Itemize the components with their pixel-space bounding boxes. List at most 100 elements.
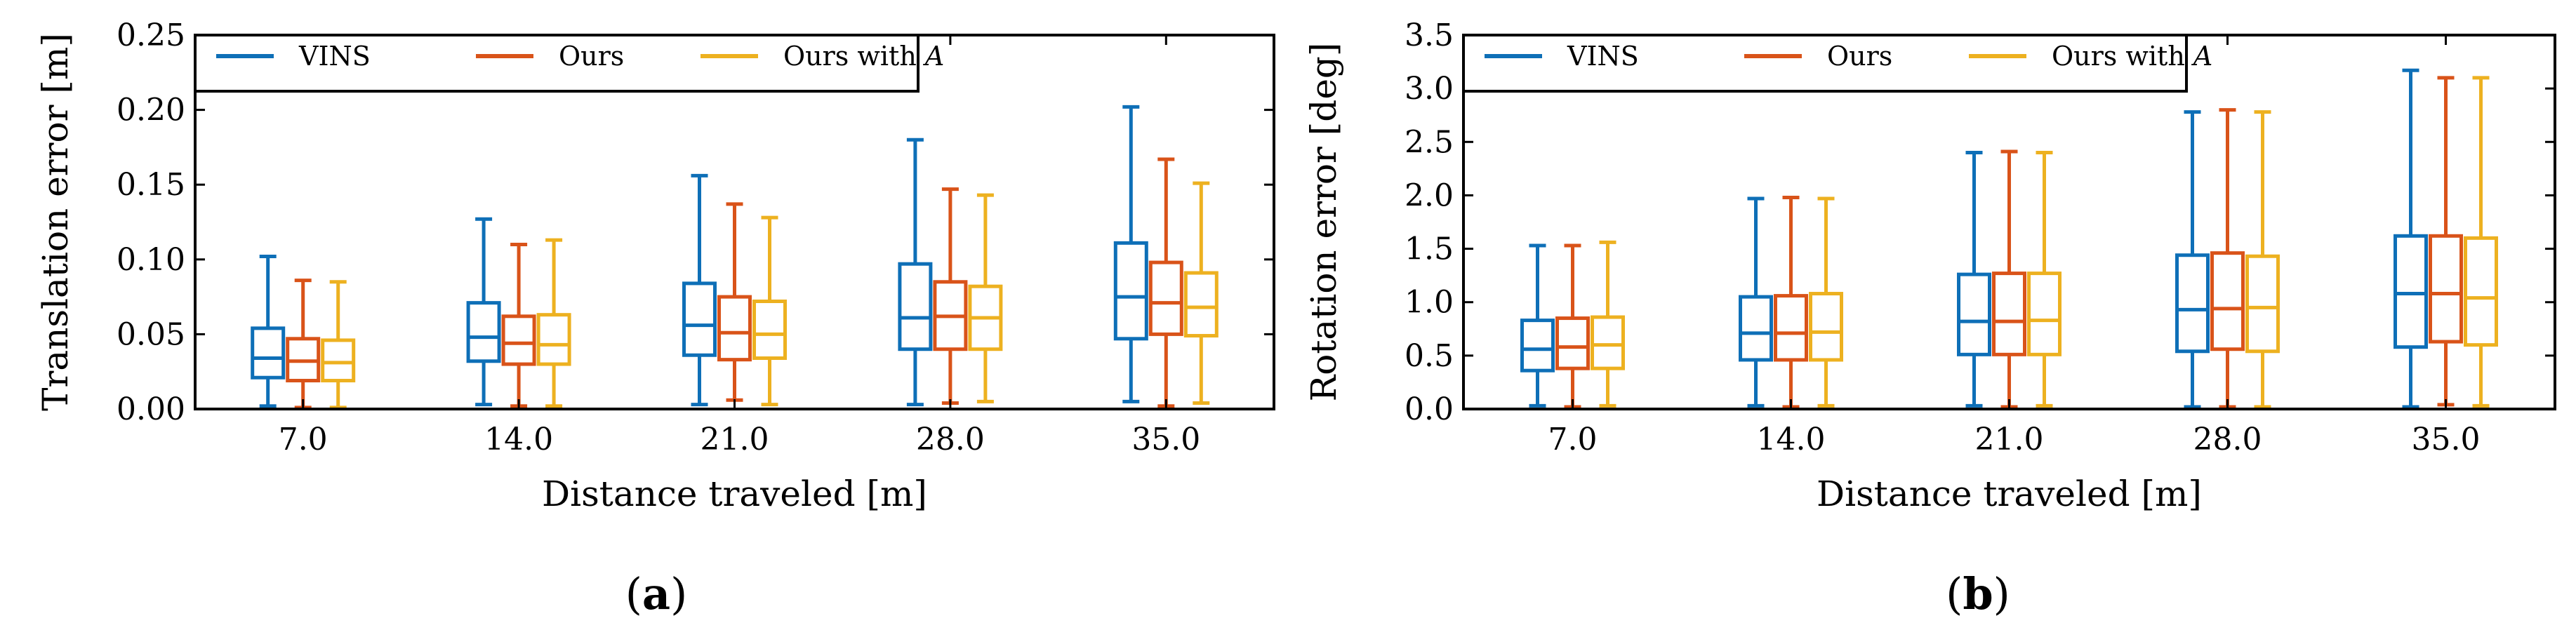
legend-label: Ours with A [2052, 41, 2212, 72]
panel-a-box-1-0 [286, 279, 321, 410]
legend-label-text: VINS [298, 41, 371, 72]
box-iqr [1148, 260, 1183, 336]
panel-b-box-1-2 [1992, 149, 2026, 409]
box-iqr [1957, 272, 1991, 356]
box-iqr [2429, 234, 2463, 344]
panel-a-box-0-0 [251, 255, 286, 408]
x-tick-label: 28.0 [916, 422, 985, 457]
y-tick-label: 2.0 [1405, 177, 1454, 213]
panel-b-box-0-1 [1739, 196, 1773, 408]
box-iqr [2394, 234, 2428, 349]
legend-label: VINS [298, 41, 371, 72]
legend-box [194, 34, 919, 93]
legend-label-italic: A [923, 41, 944, 72]
y-tick-label: 1.0 [1405, 285, 1454, 321]
box-iqr [682, 281, 717, 357]
box-iqr [251, 326, 286, 380]
box-iqr [2464, 236, 2498, 347]
y-tick-label: 0.00 [117, 391, 185, 427]
box-iqr [2210, 251, 2245, 351]
box-iqr [1183, 271, 1219, 338]
panel-caption: (b) [1946, 568, 2010, 619]
y-tick-label: 0.5 [1405, 338, 1454, 374]
box-iqr [1555, 316, 1590, 370]
y-tick-label: 0.15 [117, 167, 185, 203]
panel-b-box-0-2 [1957, 151, 1991, 408]
legend-label: Ours [559, 41, 624, 72]
box-iqr [501, 314, 536, 366]
box-iqr [321, 338, 356, 382]
y-tick-label: 3.5 [1405, 18, 1454, 53]
x-tick-label: 14.0 [1757, 422, 1826, 457]
legend-label: Ours [1827, 41, 1892, 72]
panel-b-box-1-3 [2210, 108, 2245, 409]
box-iqr [1113, 241, 1148, 341]
legend-label-text: VINS [1567, 41, 1639, 72]
panel-b-box-2-3 [2245, 110, 2280, 409]
panel-a-box-0-2 [682, 173, 717, 407]
panel-a-box-2-0 [321, 280, 356, 410]
x-tick-label: 28.0 [2193, 422, 2262, 457]
panel-b-box-1-4 [2429, 76, 2463, 407]
panel-b-box-2-2 [2027, 151, 2062, 408]
panel-b: 0.0 0.5 1.0 1.5 2.0 2.5 3.0 3.5 7.0 14.0 21.0 28.0 3… [1303, 18, 2556, 619]
box-iqr [1739, 295, 1773, 362]
legend-label-text: Ours with [2052, 41, 2193, 72]
panel-a-box-2-1 [536, 238, 571, 408]
y-tick-label: 3.0 [1405, 71, 1454, 107]
y-axis-label: Rotation error [deg] [1303, 43, 1344, 402]
box-iqr [1591, 315, 1625, 370]
legend-label: Ours with A [783, 41, 944, 72]
x-tick-label: 35.0 [2412, 422, 2481, 457]
legend-label: VINS [1567, 41, 1639, 72]
panel-caption: (a) [625, 568, 688, 619]
box-iqr [536, 313, 571, 366]
panel-a-box-0-1 [466, 217, 501, 407]
legend-label-text: Ours with [783, 41, 925, 72]
x-axis-label: Distance traveled [m] [1817, 474, 2202, 514]
y-tick-label: 2.5 [1405, 124, 1454, 160]
panel-b-box-0-0 [1520, 243, 1555, 408]
box-iqr [1992, 272, 2026, 356]
caption-letter: b [1963, 568, 1993, 619]
panel-a: 0.00 0.05 0.10 0.15 0.20 0.25 7.0 14.0 21.0 28.0 3… [35, 18, 1275, 619]
y-tick-label: 0.25 [117, 18, 185, 53]
x-axis-label: Distance traveled [m] [542, 474, 927, 514]
legend-label-text: Ours [1827, 41, 1892, 72]
panel-a-box-0-4 [1113, 105, 1148, 403]
x-tick-label: 14.0 [484, 422, 553, 457]
caption-close: ) [1993, 568, 2010, 619]
x-tick-label: 7.0 [1548, 422, 1598, 457]
panel-b-box-0-4 [2394, 68, 2428, 409]
box-iqr [2175, 253, 2210, 354]
panel-b-box-2-1 [1809, 196, 1843, 408]
box-iqr [2245, 254, 2280, 354]
y-axis-label: Translation error [m] [35, 33, 76, 411]
y-tick-label: 0.05 [117, 316, 185, 352]
box-iqr [1774, 294, 1808, 362]
y-tick-label: 0.20 [117, 93, 185, 128]
x-tick-label: 35.0 [1131, 422, 1200, 457]
caption-open: ( [625, 568, 642, 619]
box-iqr [1520, 319, 1555, 373]
panel-a-box-2-3 [968, 193, 1003, 403]
panel-a-box-0-3 [898, 138, 933, 407]
panel-a-box-1-2 [717, 202, 752, 402]
panel-b-box-2-4 [2464, 76, 2498, 408]
box-iqr [2027, 272, 2062, 356]
caption-letter: a [642, 568, 670, 619]
y-tick-label: 0.0 [1405, 391, 1454, 427]
caption-close: ) [670, 568, 687, 619]
caption-open: ( [1946, 568, 1963, 619]
x-tick-label: 21.0 [701, 422, 769, 457]
x-tick-label: 21.0 [1975, 422, 2044, 457]
legend-box [1462, 34, 2188, 93]
y-tick-label: 0.10 [117, 242, 185, 278]
panel-a-box-1-3 [933, 187, 968, 405]
x-tick-label: 7.0 [279, 422, 328, 457]
box-iqr [1809, 292, 1843, 362]
legend-label-italic: A [2191, 41, 2212, 72]
panel-b-box-0-3 [2175, 110, 2210, 409]
